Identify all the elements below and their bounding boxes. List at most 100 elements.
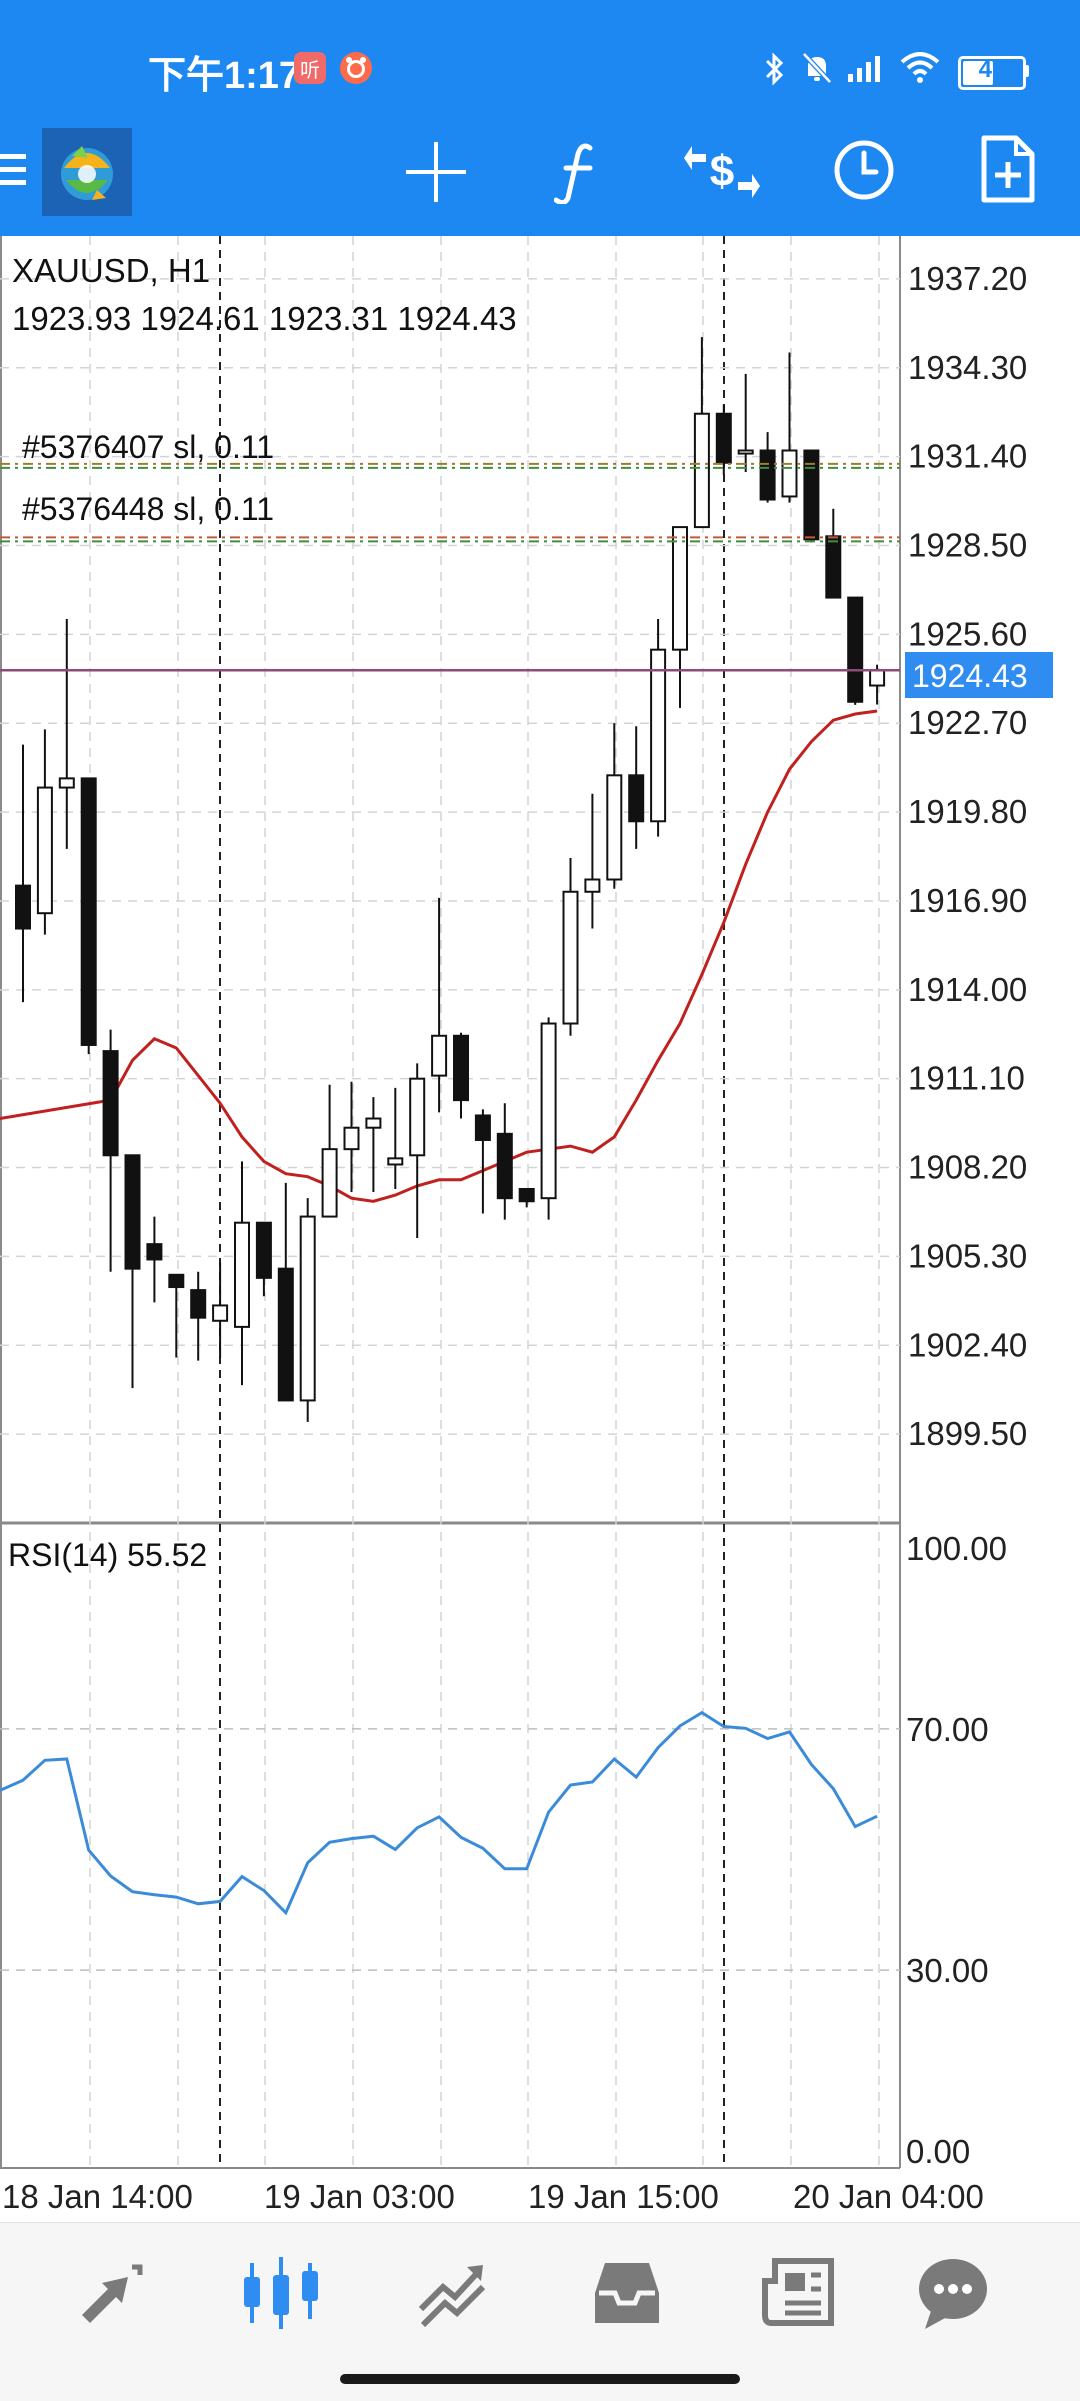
bear-candle-body: [190, 1289, 207, 1319]
bull-candle-body: [540, 1022, 557, 1200]
candle: [80, 777, 97, 1055]
bear-candle-body: [803, 449, 820, 541]
bear-candle-body: [146, 1243, 163, 1261]
candle: [58, 619, 75, 849]
bull-candle-body: [212, 1304, 229, 1322]
nav-quotes[interactable]: [55, 2243, 165, 2343]
bull-candle-body: [606, 774, 623, 881]
bull-candle-body: [650, 648, 667, 823]
trade-icon[interactable]: $: [684, 140, 760, 204]
candle: [825, 508, 842, 599]
rsi-label: RSI(14) 55.52: [8, 1537, 207, 1573]
time-axis-label: 19 Jan 03:00: [264, 2178, 455, 2215]
candle: [15, 744, 31, 1003]
price-axis-label: 1937.20: [908, 260, 1027, 297]
crosshair-icon[interactable]: [404, 140, 468, 204]
bear-candle-body: [825, 535, 842, 599]
svg-text:$: $: [710, 147, 734, 196]
candle: [540, 1017, 557, 1220]
current-price-label: 1924.43: [912, 658, 1028, 694]
bear-candle-body: [277, 1267, 294, 1402]
price-axis-label: 1905.30: [908, 1237, 1027, 1274]
battery-cap: [1024, 65, 1029, 77]
bear-candle-body: [518, 1187, 535, 1203]
bull-candle-body: [693, 412, 710, 529]
bull-candle-body: [584, 878, 601, 893]
order-line-label-2[interactable]: #5376448 sl, 0.11: [22, 491, 274, 527]
candle: [234, 1161, 250, 1386]
price-axis-label: 1911.10: [908, 1060, 1025, 1097]
bear-candle-body: [474, 1114, 491, 1141]
candle: [36, 729, 53, 935]
candle: [628, 726, 645, 849]
order-line-label-1[interactable]: #5376407 sl, 0.11: [22, 429, 274, 465]
signal-icon: [848, 56, 880, 82]
candle: [693, 337, 710, 529]
indicators-icon[interactable]: [554, 140, 604, 204]
price-axis-label: 1916.90: [908, 882, 1027, 919]
candle: [650, 619, 667, 837]
candle: [146, 1216, 163, 1303]
nav-news[interactable]: [744, 2243, 854, 2343]
candle: [562, 858, 579, 1036]
battery-icon: 49: [958, 56, 1026, 90]
candle: [168, 1273, 185, 1358]
bear-candle-body: [124, 1154, 141, 1270]
metatrader-logo-icon[interactable]: [42, 128, 132, 216]
order-levels: [0, 462, 900, 672]
bear-candle-body: [759, 449, 776, 501]
time-axis-label: 20 Jan 04:00: [793, 2178, 984, 2215]
bull-candle-body: [737, 449, 754, 455]
bull-candle-body: [781, 449, 798, 498]
status-time: 下午1:17: [148, 55, 301, 97]
candle: [299, 1198, 316, 1422]
bear-candle-body: [847, 596, 864, 703]
rsi-axis-label: 70.00: [906, 1711, 989, 1748]
notification-badge-icon: 听: [294, 52, 326, 84]
new-order-icon[interactable]: [980, 134, 1036, 204]
time-axis-label: 18 Jan 14:00: [2, 2178, 193, 2215]
ohlc-values: 1923.93 1924.61 1923.31 1924.43: [12, 300, 517, 337]
wifi-icon: [900, 52, 940, 83]
candle: [321, 1084, 338, 1218]
rsi-axis-label: 0.00: [906, 2133, 970, 2170]
chart-grid: [0, 236, 901, 2169]
bear-candle-body: [496, 1132, 513, 1200]
candle: [584, 793, 601, 929]
candle: [715, 404, 732, 476]
menu-icon[interactable]: [0, 150, 30, 190]
home-indicator: [340, 2374, 740, 2384]
bear-candle-body: [715, 412, 732, 464]
candle: [124, 1154, 141, 1389]
chart-area[interactable]: 1937.20 1934.30 1931.40 1928.50 1925.60 1922.…: [0, 236, 1080, 2222]
bear-candle-body: [168, 1273, 185, 1289]
bear-candle-body: [80, 777, 97, 1046]
toolbar: $: [0, 106, 1080, 236]
bull-candle-body: [672, 526, 688, 651]
nav-messages[interactable]: [898, 2243, 1008, 2343]
bluetooth-icon: [765, 52, 784, 86]
candle: [431, 897, 448, 1113]
candles: [15, 337, 886, 1422]
nav-trade[interactable]: [398, 2243, 508, 2343]
bear-candle-body: [255, 1221, 272, 1279]
bull-candle-body: [431, 1034, 448, 1077]
price-axis-label: 1914.00: [908, 971, 1027, 1008]
chat-bubble-icon: [919, 2259, 987, 2329]
alarm-app-icon: [340, 52, 372, 84]
price-axis-label: 1908.20: [908, 1149, 1027, 1186]
bear-candle-body: [628, 774, 645, 823]
bull-candle-body: [299, 1215, 316, 1402]
timeframe-clock-icon[interactable]: [832, 138, 896, 202]
chart-axes: 1937.20 1934.30 1931.40 1928.50 1925.60 1922.…: [2, 260, 1027, 2215]
nav-chart[interactable]: [226, 2243, 336, 2343]
candle: [102, 1029, 119, 1272]
bull-candle-body: [365, 1117, 382, 1129]
candle: [343, 1081, 360, 1193]
bull-candle-body: [387, 1157, 404, 1166]
bull-candle-body: [869, 669, 886, 687]
candle: [277, 1182, 294, 1402]
nav-history[interactable]: [572, 2243, 682, 2343]
price-axis-label: 1919.80: [908, 793, 1027, 830]
candle: [212, 1262, 229, 1358]
